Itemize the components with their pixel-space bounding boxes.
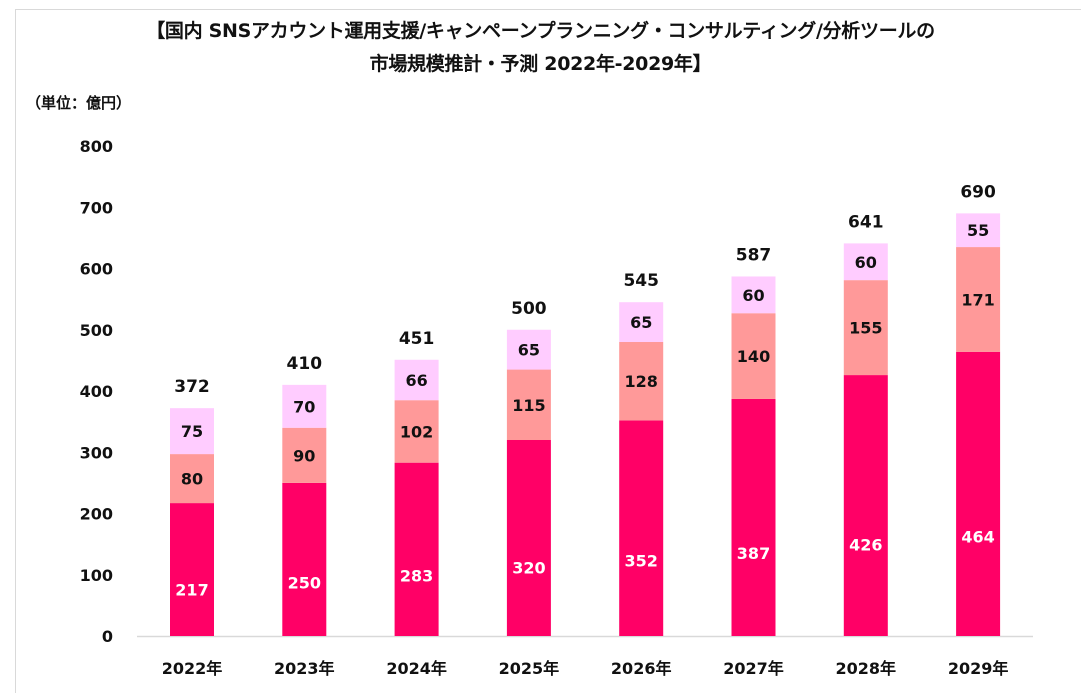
bar-segment-3 xyxy=(394,359,439,401)
data-label: 140 xyxy=(737,347,770,366)
data-label: 102 xyxy=(400,422,433,441)
data-label: 80 xyxy=(181,470,203,489)
data-label: 464 xyxy=(961,528,994,547)
bar-segment-1 xyxy=(619,420,664,636)
total-label: 451 xyxy=(399,329,435,349)
data-label: 65 xyxy=(518,341,540,360)
data-label: 70 xyxy=(293,397,315,416)
chart-title-line2: 市場規模推計・予測 2022年-2029年】 xyxy=(369,53,712,75)
bar-segment-1 xyxy=(731,398,776,636)
bar-segment-1 xyxy=(956,351,1001,636)
total-label: 641 xyxy=(848,212,884,232)
y-tick-label: 100 xyxy=(80,566,113,585)
data-label: 426 xyxy=(849,536,882,555)
y-tick-label: 500 xyxy=(80,321,113,340)
x-category-label: 2022年 xyxy=(162,659,223,678)
x-category-label: 2028年 xyxy=(836,659,897,678)
data-label: 283 xyxy=(400,566,433,585)
data-label: 217 xyxy=(175,580,208,599)
bar-segment-2 xyxy=(956,247,1001,352)
bar-segment-2 xyxy=(170,454,214,504)
x-category-label: 2024年 xyxy=(386,659,447,678)
x-category-label: 2027年 xyxy=(723,659,784,678)
data-label: 75 xyxy=(181,422,203,441)
x-category-label: 2029年 xyxy=(948,659,1009,678)
data-label: 66 xyxy=(405,371,427,390)
x-category-label: 2026年 xyxy=(611,659,672,678)
data-label: 387 xyxy=(737,544,770,563)
data-label: 155 xyxy=(849,319,882,338)
x-category-label: 2025年 xyxy=(499,659,560,678)
y-tick-label: 700 xyxy=(80,198,113,217)
frame-left-border xyxy=(15,9,16,693)
chart-title-line1: 【国内 SNSアカウント運用支援/キャンペーンプランニング・コンサルティング/分… xyxy=(146,20,935,42)
total-label: 410 xyxy=(287,354,323,374)
bar-segment-2 xyxy=(731,313,776,399)
data-label: 115 xyxy=(512,396,545,415)
bar-segment-1 xyxy=(394,462,439,636)
bar-segment-1 xyxy=(170,503,214,636)
bar-segment-3 xyxy=(282,384,327,428)
total-label: 372 xyxy=(174,377,210,397)
data-label: 90 xyxy=(293,446,315,465)
bar-segment-3 xyxy=(843,243,888,281)
y-tick-label: 300 xyxy=(80,443,113,462)
data-label: 320 xyxy=(512,558,545,577)
bar-segment-2 xyxy=(619,342,664,421)
data-label: 60 xyxy=(855,253,877,272)
y-tick-label: 0 xyxy=(102,627,113,646)
bar-segment-3 xyxy=(506,329,551,370)
y-tick-label: 800 xyxy=(80,137,113,156)
x-category-label: 2023年 xyxy=(274,659,335,678)
total-label: 690 xyxy=(960,182,996,202)
unit-label: （単位：億円） xyxy=(26,94,132,112)
bar-segment-3 xyxy=(956,213,1001,248)
y-tick-label: 200 xyxy=(80,505,113,524)
total-label: 587 xyxy=(736,245,772,265)
bar-segment-2 xyxy=(506,369,551,440)
bar-segment-2 xyxy=(282,427,327,483)
y-tick-label: 600 xyxy=(80,260,113,279)
bar-segment-1 xyxy=(506,440,551,636)
frame-top-border xyxy=(15,9,1081,10)
data-label: 55 xyxy=(967,221,989,240)
data-label: 65 xyxy=(630,313,652,332)
bar-segment-2 xyxy=(394,400,439,463)
data-label: 60 xyxy=(742,286,764,305)
bar-segment-3 xyxy=(619,302,664,342)
total-label: 500 xyxy=(511,299,547,319)
y-tick-label: 400 xyxy=(80,382,113,401)
bar-segment-3 xyxy=(170,408,214,455)
data-label: 171 xyxy=(961,290,994,309)
bar-segment-1 xyxy=(282,482,327,636)
data-label: 250 xyxy=(288,573,321,592)
bar-segment-2 xyxy=(843,280,888,376)
total-label: 545 xyxy=(623,271,659,291)
bar-segment-3 xyxy=(731,276,776,314)
data-label: 128 xyxy=(624,372,657,391)
bar-segment-1 xyxy=(843,375,888,636)
data-label: 352 xyxy=(624,552,657,571)
